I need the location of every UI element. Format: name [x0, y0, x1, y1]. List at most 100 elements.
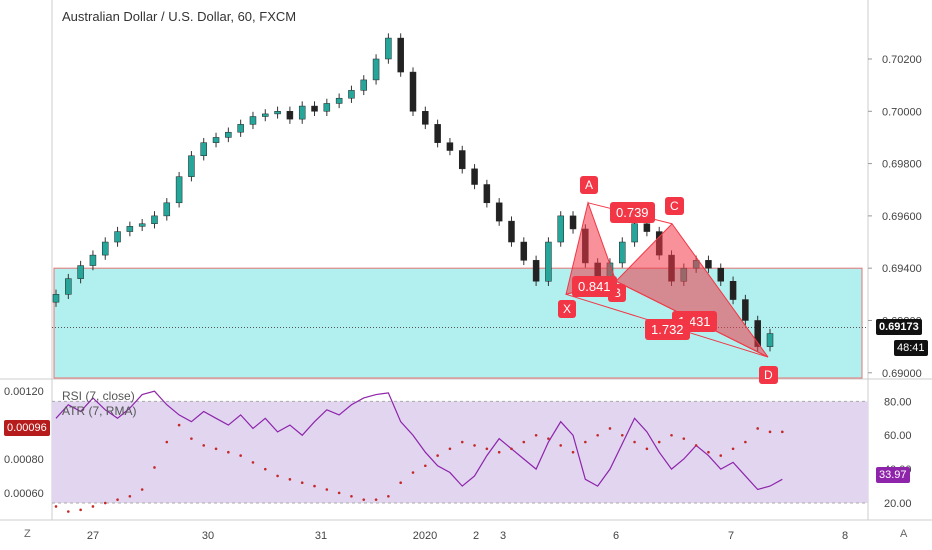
candle: [188, 155, 195, 177]
candle: [483, 184, 491, 204]
atr-tick-label: 0.00120: [4, 386, 44, 398]
atr-point: [436, 454, 439, 457]
atr-point: [276, 474, 279, 478]
time-tick-label: 6: [613, 530, 619, 542]
ratio-xd-label[interactable]: 1.732: [645, 319, 690, 340]
atr-point: [103, 501, 107, 505]
atr-point: [584, 440, 587, 444]
candle: [717, 267, 725, 282]
ratio-ac-label[interactable]: 0.739: [610, 202, 655, 223]
atr-point: [54, 505, 58, 508]
timezone-button[interactable]: Z: [24, 528, 31, 540]
atr-point: [448, 447, 452, 451]
atr-legend[interactable]: ATR (7, RMA): [62, 404, 137, 418]
atr-point: [350, 494, 353, 498]
atr-point: [79, 508, 82, 512]
candle: [520, 241, 528, 261]
atr-point: [497, 450, 501, 454]
atr-tick-label: 0.00080: [4, 454, 44, 466]
candle: [446, 142, 454, 151]
rsi-tick-label: 20.00: [884, 498, 912, 510]
atr-point: [596, 433, 599, 437]
candle: [249, 116, 257, 125]
candle: [742, 299, 749, 321]
candle: [729, 281, 737, 300]
atr-point: [694, 444, 698, 447]
atr-point: [682, 437, 686, 440]
atr-point: [460, 440, 464, 444]
candle: [212, 137, 220, 143]
candle: [298, 105, 306, 120]
atr-point: [153, 466, 156, 469]
candle: [237, 124, 244, 133]
atr-point: [313, 484, 316, 488]
atr-point: [768, 430, 772, 434]
candle: [532, 260, 540, 282]
candle: [705, 260, 712, 269]
price-tick-label: 0.69400: [882, 263, 922, 275]
atr-point: [214, 447, 218, 451]
atr-tick-label: 0.00060: [4, 488, 44, 500]
atr-point: [387, 494, 390, 498]
atr-point: [116, 498, 119, 501]
atr-point: [608, 427, 612, 430]
point-x-label[interactable]: X: [558, 300, 577, 318]
candle: [126, 226, 134, 232]
candle: [766, 333, 774, 347]
time-tick-label: 8: [842, 530, 848, 542]
time-tick-label: 3: [500, 530, 506, 542]
auto-scale-button[interactable]: A: [900, 528, 908, 540]
atr-value-tag: 0.00096: [4, 420, 50, 436]
atr-point: [263, 467, 267, 471]
point-a-label[interactable]: A: [580, 176, 599, 194]
rsi-tick-label: 80.00: [884, 396, 912, 408]
atr-point: [337, 491, 341, 495]
price-tick-label: 0.70200: [882, 54, 922, 66]
atr-point: [485, 447, 489, 451]
atr-point: [288, 478, 292, 481]
candle: [397, 37, 404, 73]
atr-point: [756, 427, 759, 430]
atr-point: [633, 440, 636, 444]
chart-title: Australian Dollar / U.S. Dollar, 60, FXC…: [62, 9, 297, 24]
candle: [619, 241, 626, 264]
rsi-band: [52, 401, 868, 504]
time-tick-label: 30: [202, 530, 214, 542]
candle: [163, 202, 171, 217]
atr-point: [190, 437, 193, 440]
atr-point: [165, 440, 169, 444]
atr-point: [374, 498, 378, 501]
atr-point: [325, 488, 329, 491]
candle: [508, 220, 515, 243]
atr-point: [140, 488, 144, 491]
time-tick-label: 31: [315, 530, 327, 542]
atr-point: [67, 510, 70, 513]
rsi-legend[interactable]: RSI (7, close): [62, 389, 135, 403]
atr-point: [227, 450, 230, 454]
candle: [434, 124, 441, 143]
candle: [114, 231, 121, 243]
candle: [286, 111, 294, 120]
ratio-xb-label[interactable]: 0.841: [572, 276, 617, 297]
atr-point: [411, 471, 415, 474]
candle: [323, 103, 331, 112]
point-c-label[interactable]: C: [665, 197, 684, 215]
candle: [262, 113, 269, 117]
price-tick-label: 0.69000: [882, 368, 922, 380]
atr-point: [239, 454, 242, 457]
point-d-label[interactable]: D: [759, 366, 778, 384]
atr-point: [251, 461, 255, 464]
atr-point: [534, 433, 538, 437]
rsi-tick-label: 60.00: [884, 430, 912, 442]
time-tick-label: 7: [728, 530, 734, 542]
atr-point: [510, 447, 513, 451]
candle: [101, 241, 109, 256]
time-tick-label: 27: [87, 530, 99, 542]
atr-point: [362, 498, 366, 501]
candle: [348, 90, 355, 99]
atr-point: [473, 444, 476, 447]
candle: [569, 215, 577, 230]
atr-point: [571, 450, 575, 454]
time-tick-label: 2: [473, 530, 479, 542]
